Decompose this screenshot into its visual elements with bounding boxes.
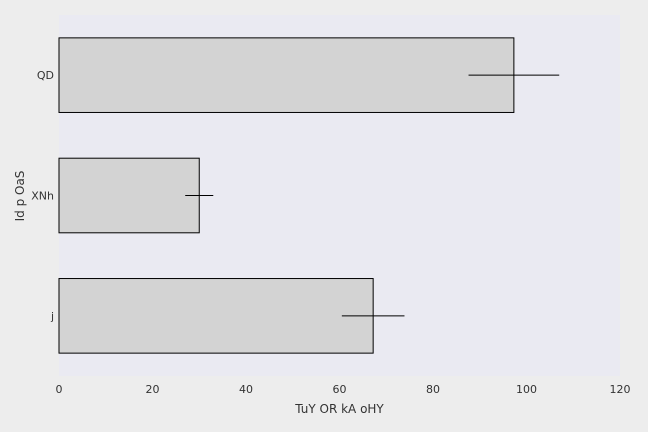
y-tick-labels: QD XNh j	[31, 69, 54, 323]
x-tick-label: 120	[610, 383, 631, 396]
y-tick-label: QD	[37, 69, 54, 82]
error-bars-layer	[185, 74, 560, 317]
bar-xnh	[58, 157, 200, 234]
x-axis-label: TuY OR kA oHY	[294, 402, 384, 416]
x-tick-label: 60	[333, 383, 347, 396]
bar-qd	[58, 37, 515, 113]
y-tick-label: j	[50, 310, 54, 323]
bars-layer	[58, 37, 515, 354]
x-tick-label: 40	[239, 383, 253, 396]
x-tick-labels: 0 20 40 60 80 100 120	[56, 383, 631, 396]
bar-j	[58, 278, 374, 354]
y-axis-label: Id p OaS	[13, 171, 27, 222]
x-tick-label: 100	[516, 383, 537, 396]
x-tick-label: 0	[56, 383, 63, 396]
x-tick-label: 80	[426, 383, 440, 396]
y-tick-label: XNh	[31, 190, 54, 203]
x-tick-label: 20	[146, 383, 160, 396]
